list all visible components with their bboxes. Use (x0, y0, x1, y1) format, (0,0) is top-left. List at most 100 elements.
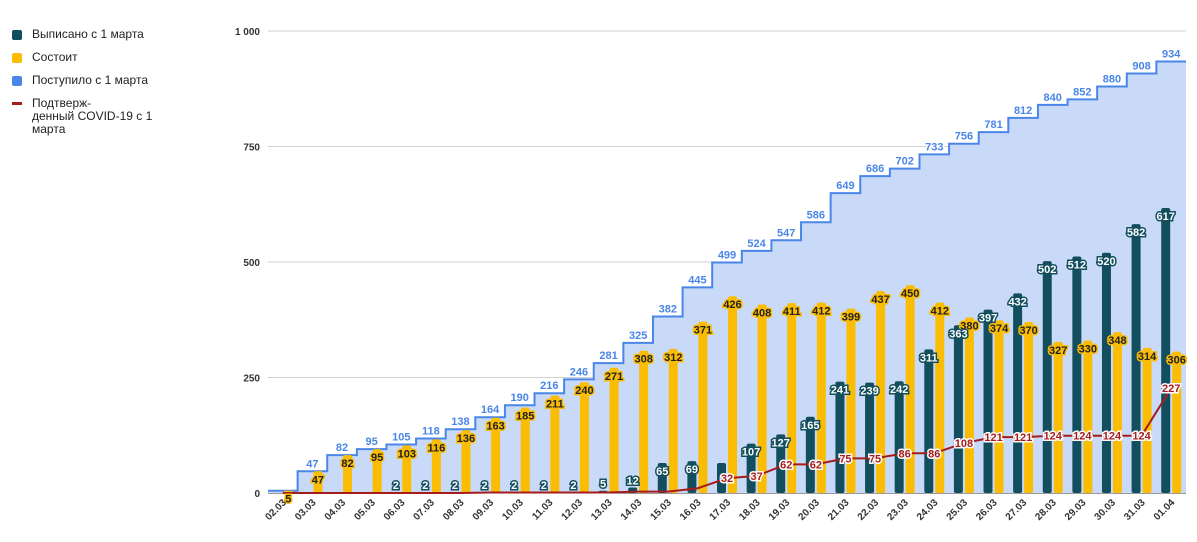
bar-discharged (865, 382, 875, 493)
x-tick-label: 29.03 (1063, 497, 1089, 523)
label-discharged: 2 (422, 480, 428, 492)
label-current: 47 (312, 474, 324, 486)
label-discharged: 520 (1097, 256, 1115, 268)
x-tick-label: 14.03 (619, 497, 645, 523)
chart-legend: Выписано с 1 марта Состоит Поступило с 1… (12, 28, 182, 146)
x-tick-label: 07.03 (412, 497, 438, 523)
bar-discharged (1101, 252, 1111, 493)
label-confirmed: 62 (780, 459, 792, 471)
label-current: 312 (664, 352, 682, 364)
label-admitted: 138 (451, 416, 469, 428)
legend-label-discharged: Выписано с 1 марта (32, 27, 144, 41)
label-discharged: 107 (742, 447, 760, 459)
label-current: 163 (486, 421, 504, 433)
bar-current (313, 471, 323, 493)
bar-current (461, 430, 471, 493)
x-tick-label: 12.03 (560, 497, 586, 523)
label-current: 103 (398, 448, 416, 460)
label-current: 271 (605, 371, 623, 383)
label-current: 348 (1108, 335, 1126, 347)
bar-current (698, 321, 708, 493)
label-admitted: 325 (629, 330, 647, 342)
label-admitted: 812 (1014, 105, 1032, 117)
x-tick-label: 08.03 (441, 497, 467, 523)
label-discharged: 512 (1068, 259, 1086, 271)
bar-current (609, 367, 619, 493)
bar-current (787, 303, 797, 493)
legend-item-admitted: Поступило с 1 марта (12, 74, 182, 87)
label-confirmed: 124 (1044, 431, 1063, 443)
bar-current (402, 445, 412, 493)
label-current: 412 (812, 306, 830, 318)
bar-discharged (1131, 224, 1141, 493)
bar-discharged (1072, 256, 1082, 493)
label-admitted: 547 (777, 227, 795, 239)
label-admitted: 840 (1044, 92, 1062, 104)
x-tick-label: 04.03 (323, 497, 349, 523)
label-discharged: 311 (920, 352, 938, 364)
x-tick-label: 26.03 (974, 497, 1000, 523)
label-admitted: 105 (392, 431, 410, 443)
x-tick-label: 17.03 (708, 497, 734, 523)
label-current: 185 (516, 411, 534, 423)
label-admitted: 852 (1073, 86, 1091, 98)
legend-label-admitted: Поступило с 1 марта (32, 73, 148, 87)
bar-current (1053, 341, 1063, 493)
label-discharged: 12 (627, 475, 639, 487)
label-discharged: 2 (541, 480, 547, 492)
bar-current (491, 417, 501, 493)
label-current: 82 (341, 458, 353, 470)
bar-current (876, 291, 886, 493)
x-tick-label: 11.03 (530, 497, 555, 522)
label-admitted: 586 (807, 209, 825, 221)
label-admitted: 47 (306, 458, 318, 470)
bar-discharged (687, 461, 697, 493)
label-discharged: 65 (656, 466, 668, 478)
bar-current (372, 449, 382, 493)
label-admitted: 934 (1162, 48, 1181, 60)
label-discharged: 239 (860, 386, 878, 398)
label-current: 308 (634, 354, 652, 366)
label-discharged: 5 (600, 479, 606, 491)
x-tick-label: 09.03 (471, 497, 497, 523)
legend-swatch-current (12, 53, 22, 63)
bar-discharged (1161, 207, 1171, 494)
legend-label-current: Состоит (32, 50, 78, 64)
label-current: 437 (871, 294, 889, 306)
bar-discharged (776, 434, 786, 493)
label-discharged: 2 (393, 480, 399, 492)
legend-swatch-confirmed (12, 102, 22, 105)
bar-current (757, 304, 767, 493)
y-tick-label: 500 (243, 258, 260, 269)
label-admitted: 499 (718, 249, 736, 261)
x-tick-label: 13.03 (589, 497, 615, 523)
x-tick-label: 24.03 (915, 497, 941, 523)
label-current: 306 (1168, 355, 1186, 367)
label-admitted: 95 (366, 436, 378, 448)
x-tick-label: 19.03 (767, 497, 793, 523)
label-admitted: 216 (540, 380, 558, 392)
label-current: 327 (1049, 345, 1067, 357)
label-admitted: 281 (599, 350, 617, 362)
bar-discharged (717, 462, 726, 493)
bar-discharged (894, 381, 904, 493)
label-discharged: 617 (1157, 211, 1175, 223)
bar-discharged (1013, 293, 1023, 493)
label-current: 380 (960, 320, 978, 332)
x-tick-label: 16.03 (678, 497, 704, 523)
x-tick-label: 23.03 (885, 497, 911, 523)
confirmed-line-path (282, 387, 1173, 494)
label-discharged: 2 (570, 480, 576, 492)
label-admitted: 649 (836, 180, 854, 192)
legend-label-confirmed: Подтверж- денный COVID-19 с 1 марта (32, 96, 153, 136)
label-admitted: 781 (984, 119, 1002, 131)
bar-current (668, 348, 678, 493)
label-current: 411 (783, 306, 801, 318)
bars (283, 207, 1182, 494)
label-confirmed: 86 (928, 448, 940, 460)
label-confirmed: 62 (810, 459, 822, 471)
bar-discharged (746, 443, 756, 493)
label-discharged: 2 (511, 480, 517, 492)
label-admitted: 733 (925, 141, 943, 153)
label-admitted: 82 (336, 442, 348, 454)
